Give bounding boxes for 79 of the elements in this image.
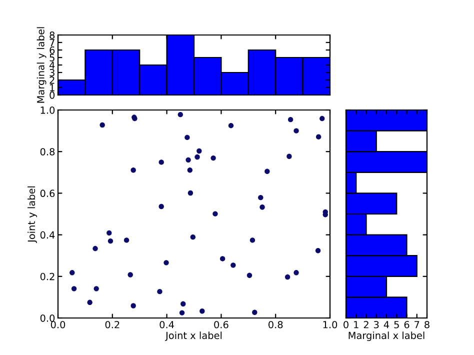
- point: [250, 238, 256, 243]
- point: [124, 238, 130, 243]
- x-tick-label: 8: [424, 320, 430, 328]
- x-axis-title: Marginal x label: [348, 332, 424, 341]
- point: [260, 204, 265, 210]
- point: [108, 238, 114, 244]
- point: [158, 160, 164, 165]
- point: [158, 204, 164, 210]
- y-tick-label: 7: [50, 39, 54, 46]
- point: [92, 246, 98, 252]
- point: [128, 272, 133, 278]
- point: [94, 286, 99, 292]
- y-tick-label: 8: [50, 31, 55, 39]
- point: [184, 134, 190, 140]
- x-tick-label: 0.4: [160, 320, 174, 328]
- x-tick-label: 6: [404, 320, 410, 328]
- point: [71, 286, 77, 292]
- x-tick-label: 4: [384, 321, 390, 328]
- point: [106, 230, 112, 236]
- point: [264, 168, 270, 174]
- point: [315, 248, 321, 254]
- x-axis-title: Joint x label: [165, 332, 222, 341]
- point: [164, 260, 169, 266]
- x-tick-label: 0: [344, 320, 348, 328]
- point: [294, 128, 299, 134]
- x-tick-label: 0.6: [214, 320, 228, 328]
- y-tick-label: 0: [50, 91, 55, 99]
- point: [178, 112, 183, 118]
- y-tick-label: 0.6: [40, 190, 55, 198]
- y-tick-label: 1: [50, 84, 54, 92]
- point: [87, 300, 92, 305]
- x-tick-label: 0.8: [268, 320, 283, 328]
- x-tick-label: 0.2: [105, 320, 120, 328]
- point: [210, 155, 216, 161]
- x-tick-label: 1: [354, 321, 358, 328]
- y-tick-label: 5: [50, 54, 54, 62]
- point: [187, 168, 193, 173]
- point: [230, 262, 236, 268]
- point: [284, 274, 290, 280]
- point: [190, 234, 196, 240]
- y-tick-label: 6: [50, 46, 55, 54]
- y-tick-label: 0.0: [40, 314, 55, 322]
- point: [246, 272, 252, 278]
- y-tick-label: 0.4: [40, 231, 55, 239]
- y-tick-label: 3: [50, 68, 54, 76]
- x-tick-label: 3: [374, 320, 379, 328]
- point: [288, 116, 294, 122]
- point: [100, 122, 105, 128]
- point: [286, 154, 292, 159]
- point: [186, 157, 191, 163]
- point: [294, 270, 299, 276]
- x-tick-label: 1.0: [323, 320, 338, 328]
- x-tick-label: 2: [364, 320, 368, 328]
- point: [180, 301, 186, 306]
- y-tick-label: 0.2: [40, 272, 54, 280]
- point: [157, 288, 162, 294]
- point: [196, 148, 202, 154]
- point: [228, 123, 234, 128]
- y-axis-title: Marginal y label: [36, 27, 46, 103]
- point: [130, 168, 136, 173]
- point: [200, 308, 205, 314]
- x-tick-label: 5: [394, 321, 399, 328]
- x-tick-label: 7: [414, 321, 420, 328]
- point: [220, 256, 226, 262]
- point: [130, 303, 136, 308]
- y-tick-label: 1.0: [40, 106, 55, 114]
- point: [320, 116, 325, 122]
- y-axis-title: Joint y label: [28, 186, 37, 243]
- point: [252, 310, 258, 315]
- point: [258, 194, 264, 200]
- y-tick-label: 4: [50, 62, 55, 69]
- y-tick-label: 2: [50, 76, 54, 84]
- point: [212, 211, 218, 216]
- point: [70, 270, 75, 276]
- point: [188, 190, 194, 196]
- point: [179, 310, 185, 316]
- point: [316, 134, 322, 140]
- y-tick-label: 0.8: [40, 148, 55, 156]
- point: [194, 154, 200, 160]
